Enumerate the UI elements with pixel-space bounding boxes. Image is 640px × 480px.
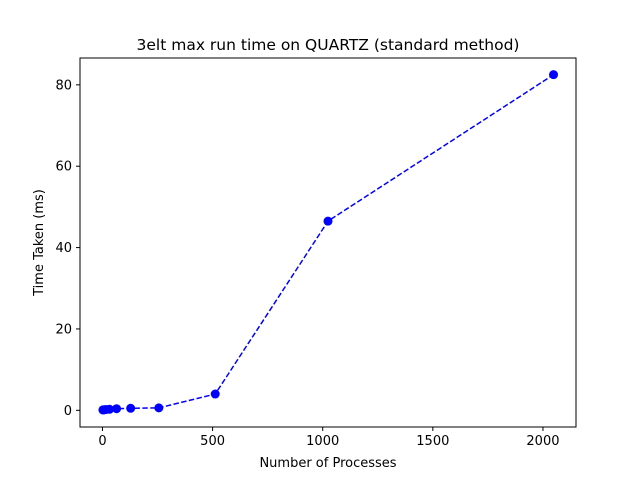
data-point	[210, 389, 220, 399]
x-axis-title: Number of Processes	[259, 456, 396, 471]
x-tick-label: 1000	[306, 434, 339, 449]
y-axis-title: Time Taken (ms)	[32, 189, 47, 297]
data-point	[126, 403, 136, 413]
data-point	[105, 404, 115, 414]
data-point	[154, 403, 164, 413]
ticks-layer: 0 500 1000 1500 2000 0 20 40 60 80	[55, 78, 559, 449]
series-layer	[98, 70, 559, 415]
y-tick-label: 0	[64, 404, 72, 419]
data-point	[323, 216, 333, 226]
y-tick-label: 40	[55, 241, 72, 256]
y-tick-label: 20	[55, 322, 72, 337]
y-tick-label: 60	[55, 160, 72, 175]
y-tick-label: 80	[55, 78, 72, 93]
chart-title: 3elt max run time on QUARTZ (standard me…	[137, 36, 520, 54]
data-point	[112, 404, 122, 414]
x-tick-label: 0	[98, 434, 106, 449]
series-line	[102, 74, 554, 411]
x-tick-label: 1500	[416, 434, 449, 449]
x-tick-label: 2000	[526, 434, 559, 449]
data-point	[549, 70, 559, 80]
plot-frame	[79, 57, 577, 428]
x-tick-label: 500	[200, 434, 225, 449]
